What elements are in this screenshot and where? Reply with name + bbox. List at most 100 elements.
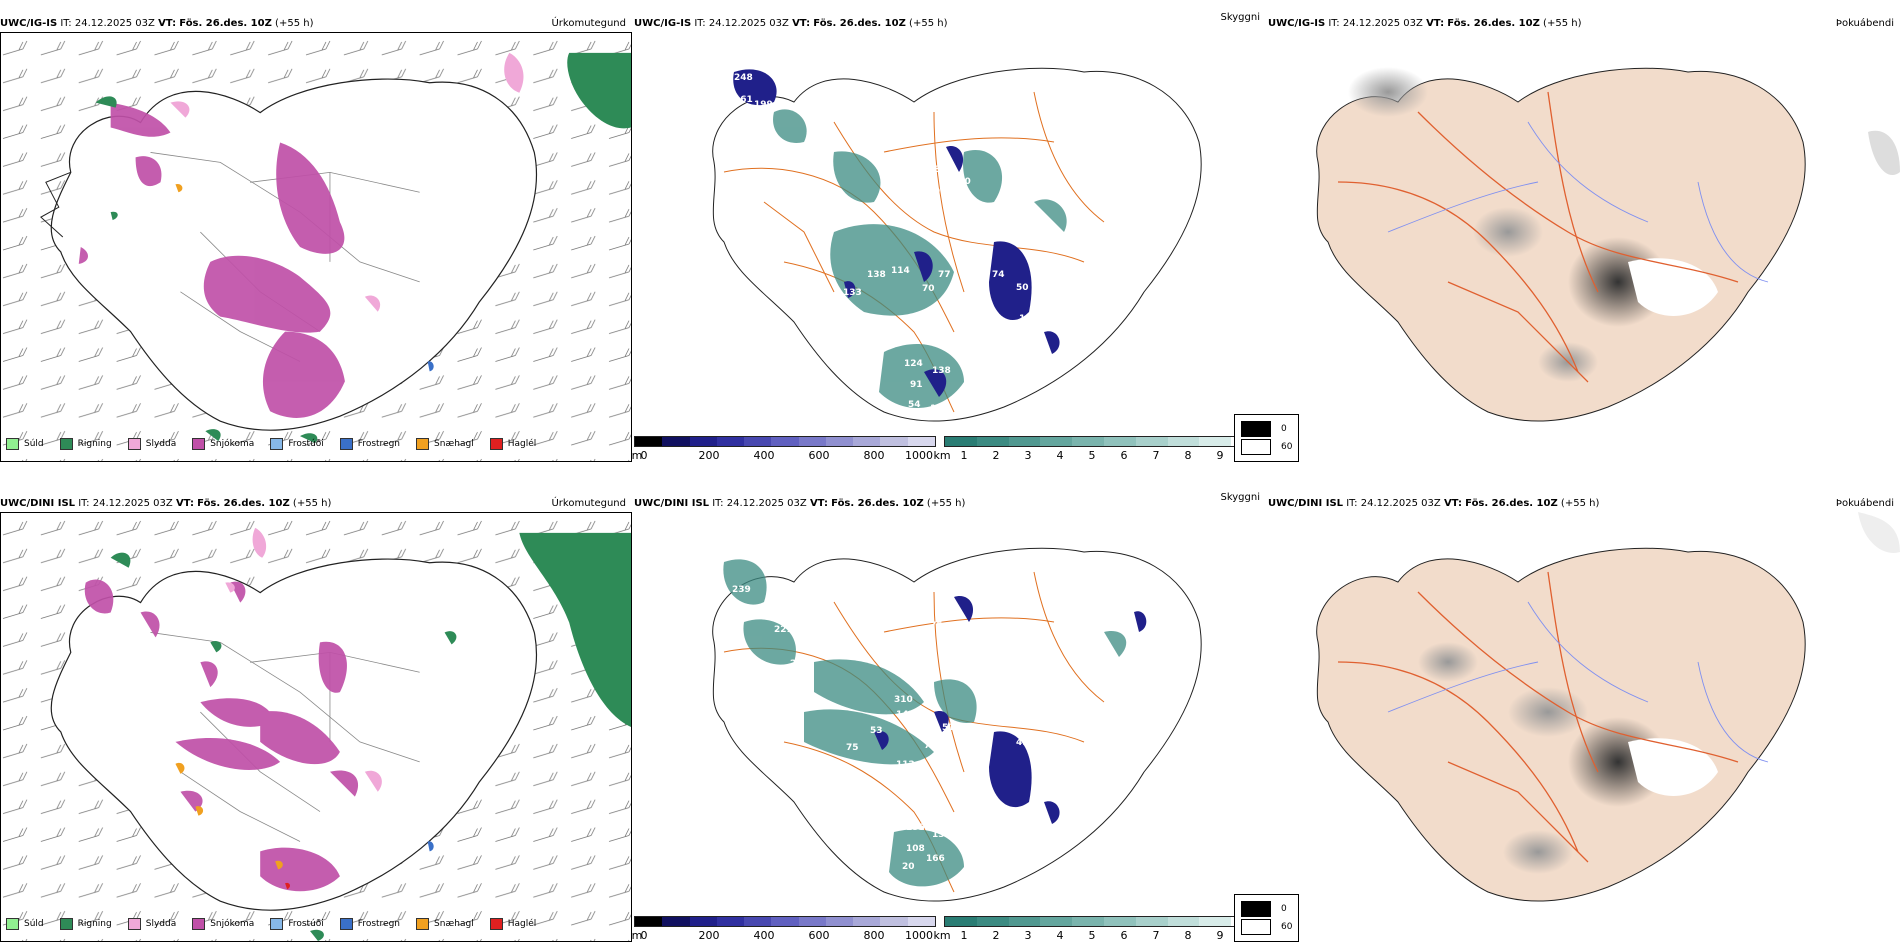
panel-title: Skyggni xyxy=(1220,492,1260,503)
cloud-label: 74 xyxy=(992,270,1005,280)
panel-header: UWC/DINI ISL IT: 24.12.2025 03Z VT: Fös.… xyxy=(1268,498,1600,509)
cloud-label: 70 xyxy=(922,284,935,294)
cloud-label: 50 xyxy=(1016,283,1029,293)
cloud-label: 45 xyxy=(1061,347,1074,357)
panel-title: Skyggni xyxy=(1220,12,1260,23)
model-name: UWC/DINI ISL xyxy=(1268,498,1344,509)
cloud-label: 77 xyxy=(938,270,951,280)
precip-type-panel: UWC/DINI ISL IT: 24.12.2025 03Z VT: Fös.… xyxy=(0,496,632,946)
valid-time: Fös. 26.des. 10Z xyxy=(197,498,290,509)
legend-item-rain: Rigning xyxy=(59,918,112,930)
legend-item-freezing-drizzle: Frostúði xyxy=(270,918,324,930)
cloud-label: 133 xyxy=(843,288,862,298)
panel-header: UWC/IG-IS IT: 24.12.2025 03Z VT: Fös. 26… xyxy=(634,18,948,29)
cloud-label: 53 xyxy=(870,726,883,736)
cloud-label: 239 xyxy=(732,585,751,595)
cloud-label: 133 xyxy=(932,830,951,840)
init-time: 24.12.2025 03Z xyxy=(1360,498,1441,509)
cloud-label: 150 xyxy=(952,177,971,187)
cloud-label: 94 xyxy=(934,187,947,197)
model-name: UWC/IG-IS xyxy=(634,18,692,29)
cloud-label: 76 xyxy=(924,741,937,751)
panel-header: UWC/DINI ISL IT: 24.12.2025 03Z VT: Fös.… xyxy=(0,498,332,509)
row-2: UWC/DINI ISL IT: 24.12.2025 03Z VT: Fös.… xyxy=(0,492,1900,946)
cloud-label: 112 xyxy=(896,760,915,770)
legend-item-freezing-drizzle: Frostúði xyxy=(270,438,324,450)
row-1: UWC/IG-IS IT: 24.12.2025 03Z VT: Fös. 26… xyxy=(0,12,1900,466)
lead-time: (+55 h) xyxy=(1560,498,1600,509)
legend-item-freezing-rain: Frostregn xyxy=(339,918,400,930)
init-time: 24.12.2025 03Z xyxy=(74,18,155,29)
model-name: UWC/IG-IS xyxy=(1268,18,1326,29)
colorbar-swatches xyxy=(944,916,1264,927)
init-time: 24.12.2025 03Z xyxy=(708,18,789,29)
lead-time: (+55 h) xyxy=(1543,18,1582,29)
lead-time: (+55 h) xyxy=(292,498,332,509)
colorbar-unit: km xyxy=(933,929,951,942)
visibility-panel: UWC/DINI ISL IT: 24.12.2025 03Z VT: Fös.… xyxy=(631,492,1266,946)
legend-item-freezing-rain: Frostregn xyxy=(339,438,400,450)
cloud-base-colorbar: 0 200 400 600 800 1000 m xyxy=(631,916,936,942)
fog-panel: UWC/DINI ISL IT: 24.12.2025 03Z VT: Fös.… xyxy=(1234,496,1900,946)
fog-map-canvas xyxy=(1316,67,1900,422)
lead-time: (+55 h) xyxy=(926,498,966,509)
precip-legend: Súld Rigning Slydda Snjókoma Frostúði Fr… xyxy=(6,438,536,450)
cloud-label: 75 xyxy=(930,621,943,631)
panel-title: Þokuábendi xyxy=(1835,498,1894,509)
valid-time: Fös. 26.des. 10Z xyxy=(1447,18,1540,29)
colorbar-ticks: 0 200 400 600 800 1000 m xyxy=(631,449,933,462)
legend-item-drizzle: Súld xyxy=(6,438,44,450)
valid-time: Fös. 26.des. 10Z xyxy=(179,18,272,29)
precip-map xyxy=(0,32,632,462)
legend-item-hail: Haglél xyxy=(489,918,536,930)
legend-item-drizzle: Súld xyxy=(6,918,44,930)
cloud-label: 93 xyxy=(892,160,905,170)
model-name: UWC/DINI ISL xyxy=(634,498,710,509)
visibility-colorbar: km 1 2 3 4 5 6 7 8 9 10 xyxy=(933,436,1264,462)
cloud-label: 138 xyxy=(867,270,886,280)
cloud-base-labels: 239 89 221 248 75 110 310 143 53 51 75 7… xyxy=(634,512,1266,922)
init-time: 24.12.2025 03Z xyxy=(92,498,173,509)
cloud-label: 135 xyxy=(906,823,925,833)
colorbar-swatches xyxy=(944,436,1264,447)
visibility-panel: UWC/IG-IS IT: 24.12.2025 03Z VT: Fös. 26… xyxy=(631,12,1266,466)
precip-map xyxy=(0,512,632,942)
cloud-label: 248 xyxy=(734,73,753,83)
cloud-label: 310 xyxy=(894,695,913,705)
precip-map-canvas xyxy=(1,513,631,941)
legend-item-hail: Haglél xyxy=(489,438,536,450)
legend-item-sleet: Slydda xyxy=(127,918,176,930)
colorbar-swatches xyxy=(634,436,936,447)
legend-item-snow-pellets: Snæhagl xyxy=(416,438,474,450)
visibility-map: 248 161 199 93 81 150 94 159 18 114 138 … xyxy=(634,32,1266,442)
cloud-label: 221 xyxy=(774,625,793,635)
model-name: UWC/DINI ISL xyxy=(0,498,76,509)
cloud-label: 75 xyxy=(846,743,859,753)
colorbar-ticks: km 1 2 3 4 5 6 7 8 9 10 xyxy=(933,929,1255,942)
colorbar-unit: km xyxy=(933,449,951,462)
cloud-label: 46 xyxy=(1060,807,1073,817)
model-name: UWC/IG-IS xyxy=(0,18,58,29)
cloud-label: 114 xyxy=(891,266,910,276)
cloud-label: 138 xyxy=(932,366,951,376)
panel-header: UWC/IG-IS IT: 24.12.2025 03Z VT: Fös. 26… xyxy=(1268,18,1582,29)
init-time: 24.12.2025 03Z xyxy=(726,498,807,509)
cloud-label: 51 xyxy=(942,723,955,733)
cloud-label: 248 xyxy=(790,659,809,669)
legend-item-snow: Snjókoma xyxy=(192,438,254,450)
panel-header: UWC/DINI ISL IT: 24.12.2025 03Z VT: Fös.… xyxy=(634,498,966,509)
cloud-label: 49 xyxy=(1016,738,1029,748)
visibility-map: 239 89 221 248 75 110 310 143 53 51 75 7… xyxy=(634,512,1266,922)
cloud-label: 108 xyxy=(906,844,925,854)
valid-time: Fös. 26.des. 10Z xyxy=(831,498,924,509)
valid-time: Fös. 26.des. 10Z xyxy=(1465,498,1558,509)
cloud-label: 166 xyxy=(926,854,945,864)
cloud-label: 111 xyxy=(1019,314,1038,324)
cloud-base-colorbar: 0 200 400 600 800 1000 m xyxy=(631,436,936,462)
legend-item-snow-pellets: Snæhagl xyxy=(416,918,474,930)
visibility-map-canvas xyxy=(712,67,1202,422)
colorbar-unit: m xyxy=(631,929,643,942)
colorbar-unit: m xyxy=(631,449,643,462)
cloud-label: 199 xyxy=(754,100,773,110)
cloud-label: 18 xyxy=(670,258,683,268)
